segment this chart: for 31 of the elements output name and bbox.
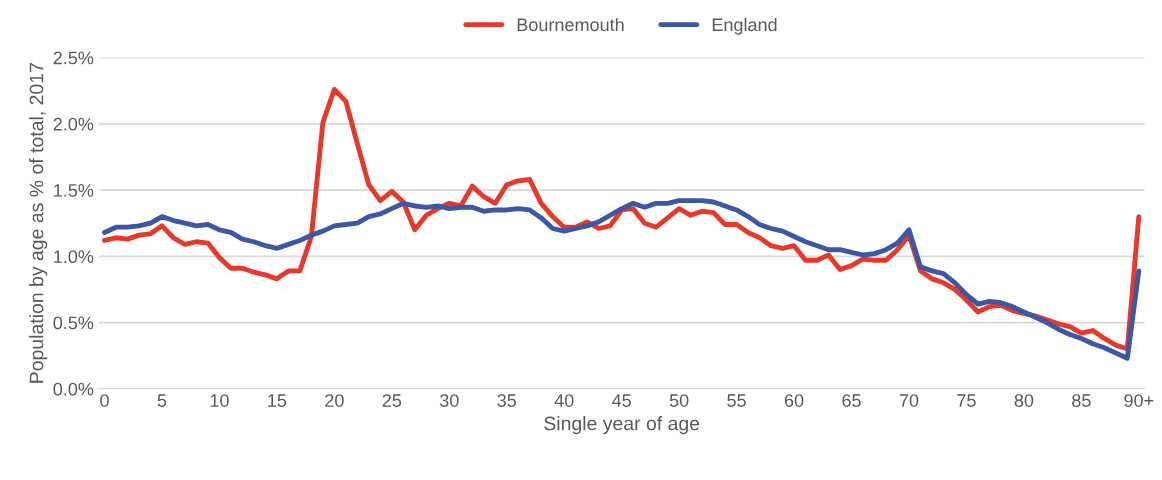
y-tick-label: 1.5% [54,184,94,197]
x-tick-label: 55 [727,394,746,407]
y-tick-label: 0.0% [53,382,94,396]
legend-label: England [712,17,777,35]
x-tick-label: 75 [957,394,976,407]
x-tick-label: 45 [612,394,631,407]
line-series [102,86,1142,352]
legend-label: Bournemouth [517,17,624,32]
y-tick-label: 0.5% [53,316,94,330]
x-tick-label: 35 [497,394,517,407]
x-tick-label: 0 [100,394,109,407]
x-tick-label: 25 [382,394,402,407]
x-tick-label: 15 [268,394,287,407]
y-tick-label: 1.0% [54,250,94,264]
y-axis-title: Population by age as % of total, 2017 [29,63,48,383]
x-tick-label: 5 [157,394,167,407]
x-tick-label: 60 [784,394,804,407]
x-tick-label: 80 [1014,394,1034,407]
x-tick-label: 30 [439,394,459,407]
x-axis-title: Single year of age [544,416,700,435]
x-tick-label: 90+ [1124,394,1154,407]
x-tick-label: 70 [899,394,919,407]
x-tick-label: 10 [210,394,229,407]
x-tick-label: 50 [669,394,689,407]
x-tick-label: 85 [1072,394,1091,407]
x-tick-label: 40 [554,394,574,407]
line-series [102,198,1142,361]
x-tick-label: 20 [325,394,344,407]
x-tick-label: 65 [842,394,861,407]
y-tick-label: 2.5% [53,51,94,65]
y-tick-label: 2.0% [53,117,94,131]
